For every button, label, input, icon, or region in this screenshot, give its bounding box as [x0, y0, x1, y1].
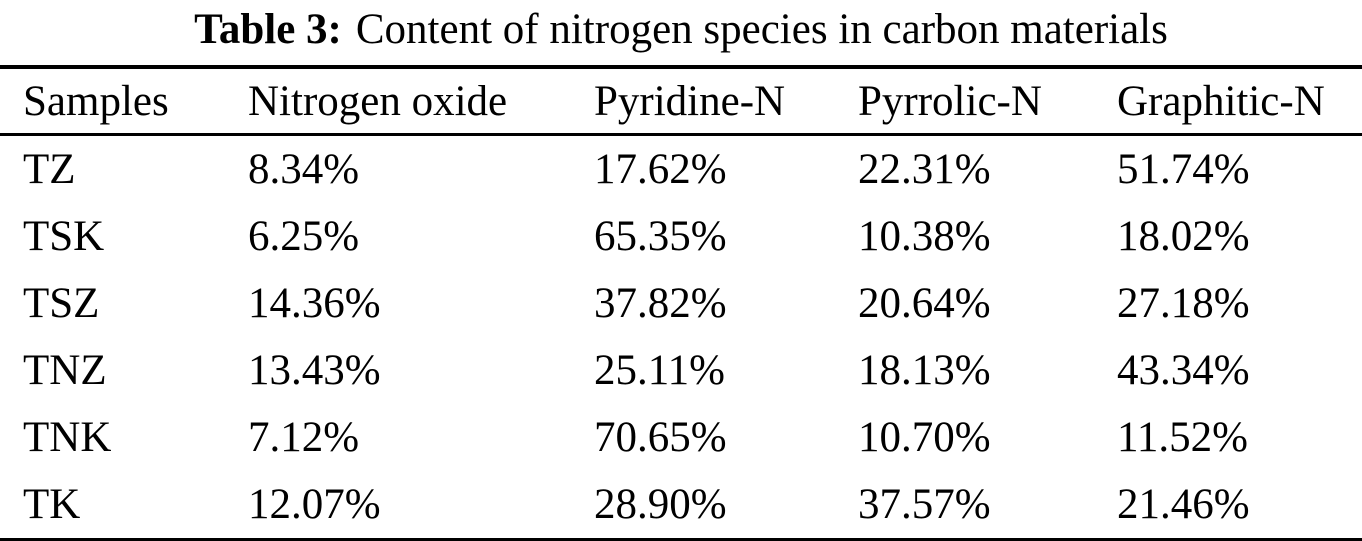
value-cell: 28.90% [594, 481, 727, 528]
sample-name-cell: TSK [23, 213, 105, 260]
table-row-tz: TZ 8.34% 17.62% 22.31% 51.74% [0, 135, 1362, 204]
sample-name-cell: TZ [23, 146, 76, 193]
value-cell: 37.57% [858, 481, 991, 528]
value-cell: 8.34% [248, 146, 360, 193]
value-cell: 12.07% [248, 481, 381, 528]
column-header-graphitic-n: Graphitic-N [1117, 67, 1362, 136]
sample-name-cell: TSZ [23, 280, 100, 327]
sample-name-cell: TNZ [23, 347, 107, 394]
value-cell: 20.64% [858, 280, 991, 327]
column-header-nitrogen-oxide: Nitrogen oxide [248, 67, 594, 136]
value-cell: 43.34% [1117, 347, 1250, 394]
value-cell: 17.62% [594, 146, 727, 193]
column-header-samples: Samples [0, 67, 248, 136]
nitrogen-species-table: Samples Nitrogen oxide Pyridine-N Pyrrol… [0, 65, 1362, 541]
table-number-label: Table 3: [194, 6, 342, 53]
value-cell: 10.38% [858, 213, 991, 260]
column-header-pyridine-n: Pyridine-N [594, 67, 858, 136]
value-cell: 21.46% [1117, 481, 1250, 528]
value-cell: 22.31% [858, 146, 991, 193]
value-cell: 25.11% [594, 347, 725, 394]
value-cell: 10.70% [858, 414, 991, 461]
page-title: Table 3: Content of nitrogen species in c… [0, 0, 1362, 60]
value-cell: 27.18% [1117, 280, 1250, 327]
sample-name-cell: TK [23, 481, 81, 528]
value-cell: 7.12% [248, 414, 360, 461]
value-cell: 70.65% [594, 414, 727, 461]
table-caption: Content of nitrogen species in carbon ma… [355, 6, 1168, 53]
header-row: Samples Nitrogen oxide Pyridine-N Pyrrol… [0, 67, 1362, 136]
value-cell: 6.25% [248, 213, 360, 260]
table-row-tnk: TNK 7.12% 70.65% 10.70% 11.52% [0, 404, 1362, 471]
value-cell: 11.52% [1117, 414, 1248, 461]
value-cell: 51.74% [1117, 146, 1250, 193]
value-cell: 18.02% [1117, 213, 1250, 260]
table-row-tsz: TSZ 14.36% 37.82% 20.64% 27.18% [0, 270, 1362, 337]
value-cell: 14.36% [248, 280, 381, 327]
value-cell: 13.43% [248, 347, 381, 394]
sample-name-cell: TNK [23, 414, 112, 461]
table-row-tnz: TNZ 13.43% 25.11% 18.13% 43.34% [0, 337, 1362, 404]
column-header-pyrrolic-n: Pyrrolic-N [858, 67, 1117, 136]
table-row-tk: TK 12.07% 28.90% 37.57% 21.46% [0, 471, 1362, 540]
table-row-tsk: TSK 6.25% 65.35% 10.38% 18.02% [0, 203, 1362, 270]
value-cell: 37.82% [594, 280, 727, 327]
value-cell: 18.13% [858, 347, 991, 394]
value-cell: 65.35% [594, 213, 727, 260]
